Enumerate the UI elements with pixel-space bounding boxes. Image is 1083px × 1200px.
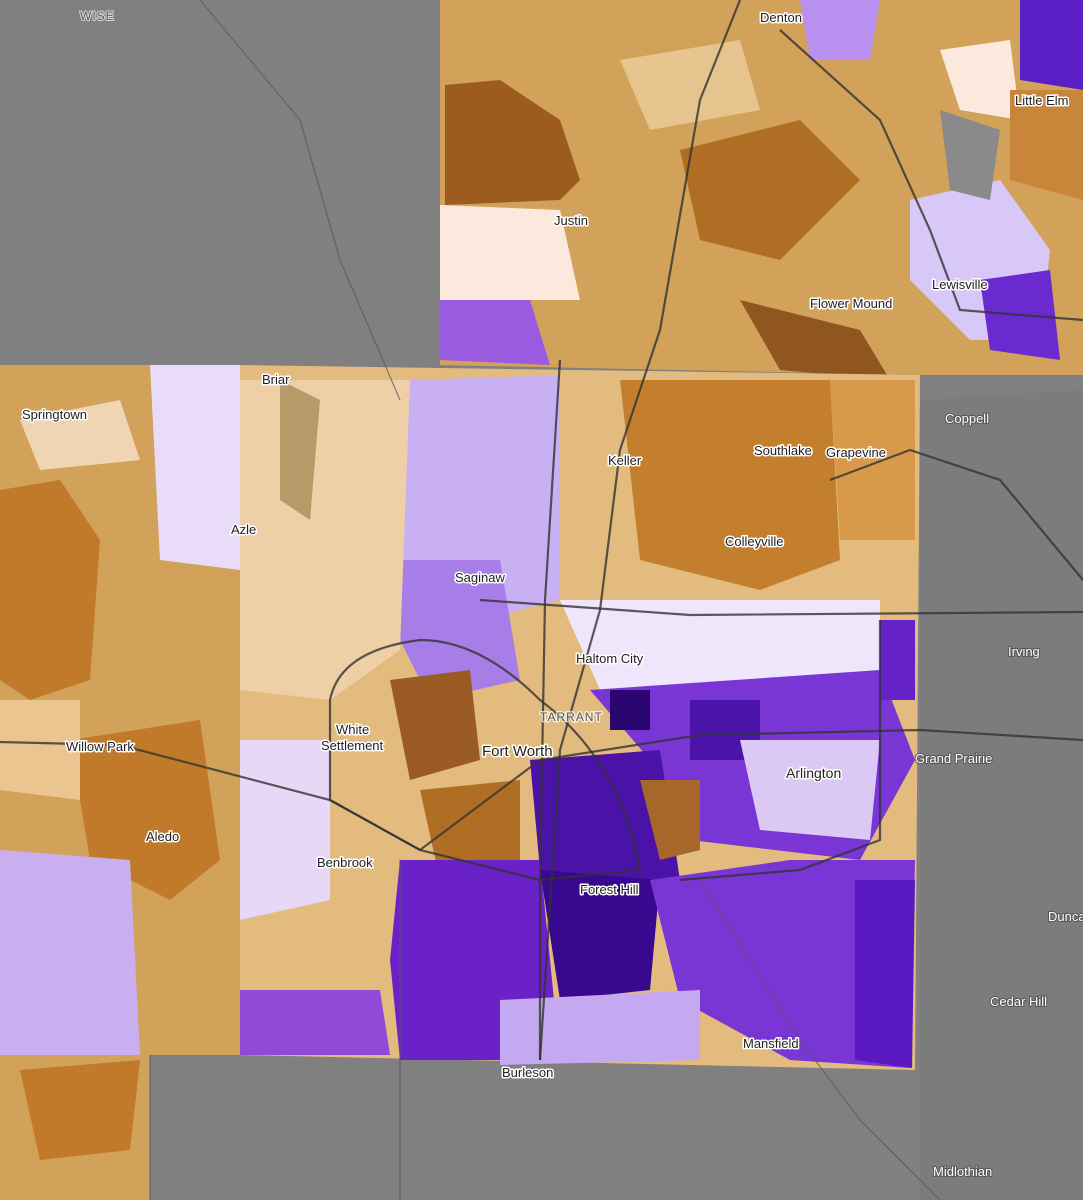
road-loop [328,638,642,882]
place-label: Little Elm [1015,93,1068,108]
place-label: Justin [554,213,588,228]
place-label: Grapevine [826,445,886,460]
tract [560,600,880,690]
place-label: Coppell [945,411,989,426]
tract [440,300,550,365]
road [538,0,742,1061]
road [0,728,1083,852]
tract [940,40,1020,120]
place-label: Settlement [321,738,384,753]
tract [620,380,840,590]
tract [390,670,480,780]
place-label: Southlake [754,443,812,458]
place-label: Keller [608,453,642,468]
tract [610,690,650,730]
tract [620,40,760,130]
county-label: TARRANT [540,710,603,724]
tract [830,380,915,540]
place-label: Lewisville [932,277,988,292]
place-label: Springtown [22,407,87,422]
place-label: Arlington [786,765,841,781]
tract [240,740,330,920]
tract [400,375,560,620]
tract [500,990,700,1065]
tract [240,990,390,1055]
place-label: Cedar Hill [990,994,1047,1009]
tract [0,850,140,1055]
road [829,448,1083,581]
tract [680,120,860,260]
tract [20,1060,140,1160]
place-label: Colleyville [725,534,784,549]
road [679,620,882,882]
tract [70,720,220,900]
tract [150,365,240,570]
county-label: WISE [80,9,115,23]
place-label: Saginaw [455,570,505,585]
place-label: Flower Mound [810,296,892,311]
tract [880,620,915,700]
place-label: Denton [760,10,802,25]
tract [0,700,80,800]
county-dallas [920,390,1083,1200]
tract [740,740,880,840]
place-label: Briar [262,372,290,387]
tract [400,560,520,700]
tract [1020,0,1083,90]
tract [650,860,915,1068]
road [779,29,1083,322]
place-label: Irving [1008,644,1040,659]
tract [240,380,410,700]
tract [20,400,140,470]
place-label: Burleson [502,1065,553,1080]
place-label: White [336,722,369,737]
place-label: Aledo [146,829,179,844]
place-label: Benbrook [317,855,373,870]
tract [855,880,915,1068]
place-label: Mansfield [743,1036,799,1051]
place-label: Duncanville [1048,909,1083,924]
place-label: Haltom City [576,651,644,666]
lake [940,110,1000,200]
tract [420,780,520,880]
tract [1010,90,1083,200]
road [199,0,401,401]
tract [540,870,660,1000]
place-label: Grand Prairie [915,751,992,766]
tract [740,300,890,380]
road [479,598,1083,617]
tract [445,80,580,205]
place-label: Forest Hill [580,882,639,897]
tract [0,480,100,700]
place-label: Azle [231,522,256,537]
tract [440,205,580,300]
tract [640,780,700,860]
road [699,879,941,1200]
place-label: Fort Worth [482,743,553,760]
place-label: Midlothian [933,1164,992,1179]
tract [800,0,880,60]
tract [280,380,320,520]
road [538,359,562,1060]
place-label: Willow Park [66,739,134,754]
